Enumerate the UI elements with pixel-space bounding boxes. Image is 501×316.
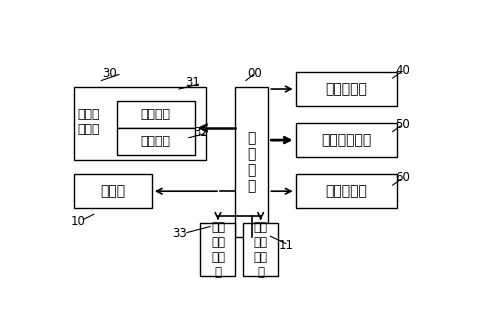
Text: 夹紧装置: 夹紧装置 xyxy=(141,108,171,121)
Bar xyxy=(296,123,397,157)
Text: 第二
到位
传感
器: 第二 到位 传感 器 xyxy=(254,221,268,279)
Bar xyxy=(243,223,278,276)
Text: 10: 10 xyxy=(71,215,86,228)
Bar xyxy=(74,87,206,160)
Text: 32: 32 xyxy=(193,126,208,139)
Text: 控
制
中
心: 控 制 中 心 xyxy=(247,131,256,193)
Text: 移印机: 移印机 xyxy=(101,184,126,198)
Text: 视觉识别机构: 视觉识别机构 xyxy=(321,133,371,147)
Bar xyxy=(296,72,397,106)
Text: 第一
到位
传感
器: 第一 到位 传感 器 xyxy=(211,221,225,279)
Text: 11: 11 xyxy=(279,240,294,252)
Bar xyxy=(200,223,235,276)
Text: 直角翻
转机构: 直角翻 转机构 xyxy=(78,108,100,136)
Bar xyxy=(74,174,152,208)
Text: 搬运机械手: 搬运机械手 xyxy=(325,184,367,198)
Text: 翻转装置: 翻转装置 xyxy=(141,135,171,148)
Text: 31: 31 xyxy=(185,76,200,89)
Text: 33: 33 xyxy=(172,227,186,240)
Text: 40: 40 xyxy=(395,64,410,77)
Bar xyxy=(117,101,194,128)
Text: 00: 00 xyxy=(247,67,262,80)
Text: 60: 60 xyxy=(395,171,410,184)
Bar xyxy=(117,128,194,155)
Text: 上料机械手: 上料机械手 xyxy=(325,82,367,96)
Text: 50: 50 xyxy=(395,118,410,131)
Text: 30: 30 xyxy=(102,67,117,80)
Bar xyxy=(235,87,269,237)
Bar xyxy=(296,174,397,208)
